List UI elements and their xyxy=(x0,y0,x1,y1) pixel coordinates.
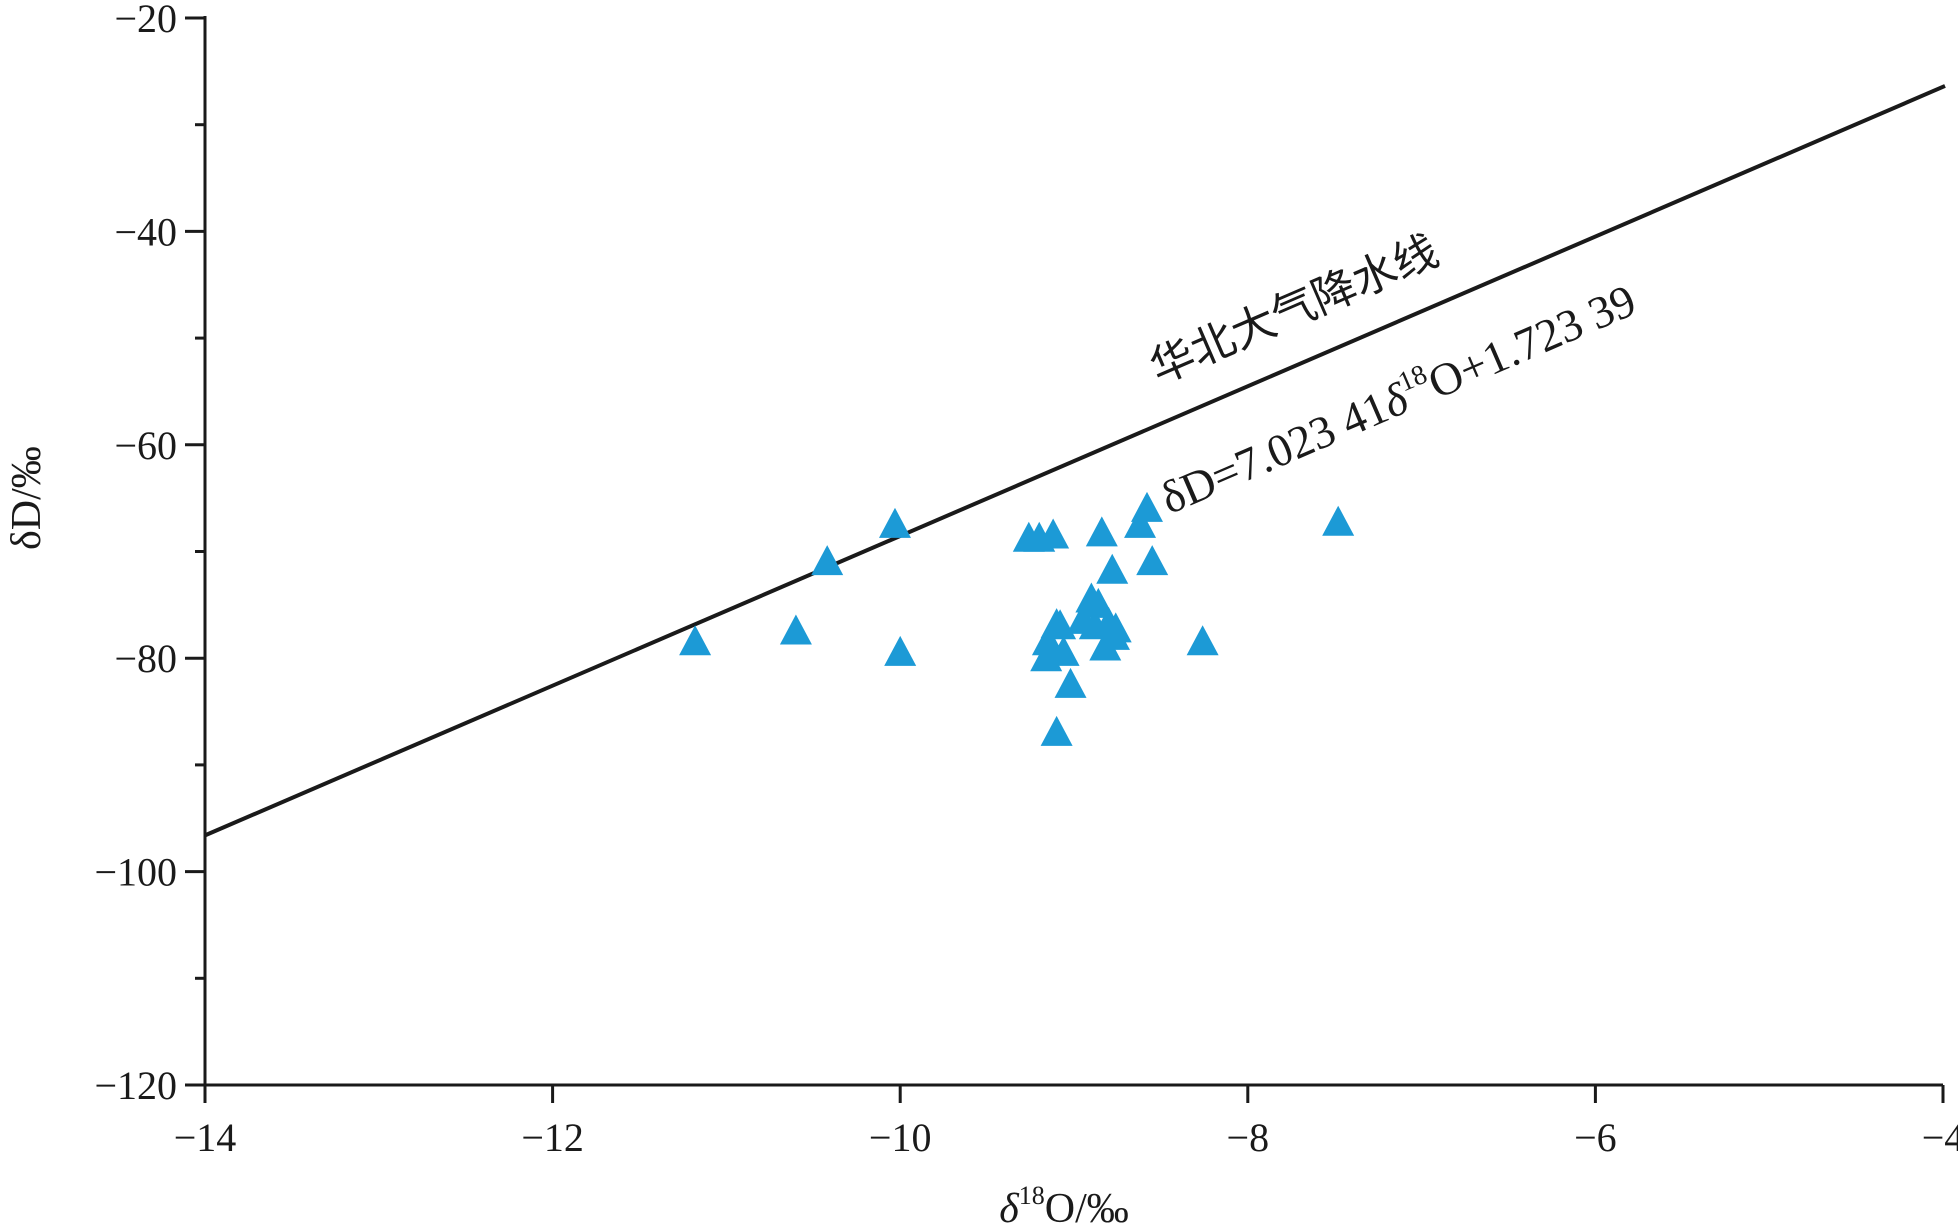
x-tick-label: −10 xyxy=(869,1115,932,1160)
data-point xyxy=(1031,625,1064,656)
y-tick-label: −100 xyxy=(94,850,177,895)
data-point xyxy=(884,635,917,666)
tick-labels: −20 −40 −60 −80 −100 −120 −14 −12 −10 −8 −6 −4 xyxy=(94,0,1958,1160)
y-tick-label: −60 xyxy=(114,423,177,468)
x-tick-label: −4 xyxy=(1922,1115,1958,1160)
data-point xyxy=(1136,545,1169,576)
data-point xyxy=(1099,612,1132,643)
data-point xyxy=(878,507,911,538)
y-tick-label: −40 xyxy=(114,209,177,254)
data-point xyxy=(1130,491,1163,522)
data-point xyxy=(1047,635,1080,666)
data-points xyxy=(679,491,1355,746)
x-axis-title-sup: 18 xyxy=(1019,1181,1045,1210)
data-point xyxy=(1322,505,1355,536)
x-axis-title-delta: δ xyxy=(999,1186,1020,1229)
data-point xyxy=(679,625,712,656)
x-tick-label: −12 xyxy=(521,1115,584,1160)
data-point xyxy=(1040,715,1073,746)
data-point xyxy=(1040,608,1073,639)
x-axis-title-rest: O/‰ xyxy=(1045,1186,1129,1229)
y-tick-label: −80 xyxy=(114,636,177,681)
data-point xyxy=(1037,518,1070,549)
data-point xyxy=(1082,587,1115,618)
data-point xyxy=(1085,516,1118,547)
data-point xyxy=(1186,625,1219,656)
y-tick-label: −20 xyxy=(114,0,177,41)
meteoric-line xyxy=(204,84,1946,838)
equation-part-c: O+1.723 39 xyxy=(1421,274,1643,408)
tick-marks xyxy=(185,16,1945,1103)
data-point xyxy=(779,614,812,645)
data-point xyxy=(1054,667,1087,698)
x-tick-label: −6 xyxy=(1574,1115,1617,1160)
x-tick-label: −14 xyxy=(174,1115,237,1160)
data-point xyxy=(1124,507,1157,538)
axes xyxy=(203,16,1943,1087)
svg-text:δ18O/‰: δ18O/‰ xyxy=(999,1181,1129,1229)
data-point xyxy=(1030,641,1063,672)
data-point xyxy=(811,545,844,576)
y-tick-label: −120 xyxy=(94,1063,177,1108)
x-tick-label: −8 xyxy=(1227,1115,1270,1160)
equation-part-a: δD=7.023 41 xyxy=(1153,381,1395,524)
meteoric-water-line xyxy=(204,84,1946,838)
data-point xyxy=(1096,553,1129,584)
x-axis-title: δ18O/‰ xyxy=(999,1181,1129,1229)
y-axis-title: δD/‰ xyxy=(4,446,50,550)
